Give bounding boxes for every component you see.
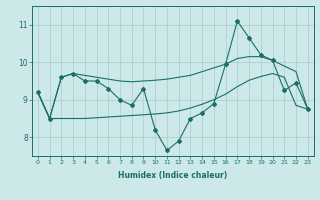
X-axis label: Humidex (Indice chaleur): Humidex (Indice chaleur) (118, 171, 228, 180)
